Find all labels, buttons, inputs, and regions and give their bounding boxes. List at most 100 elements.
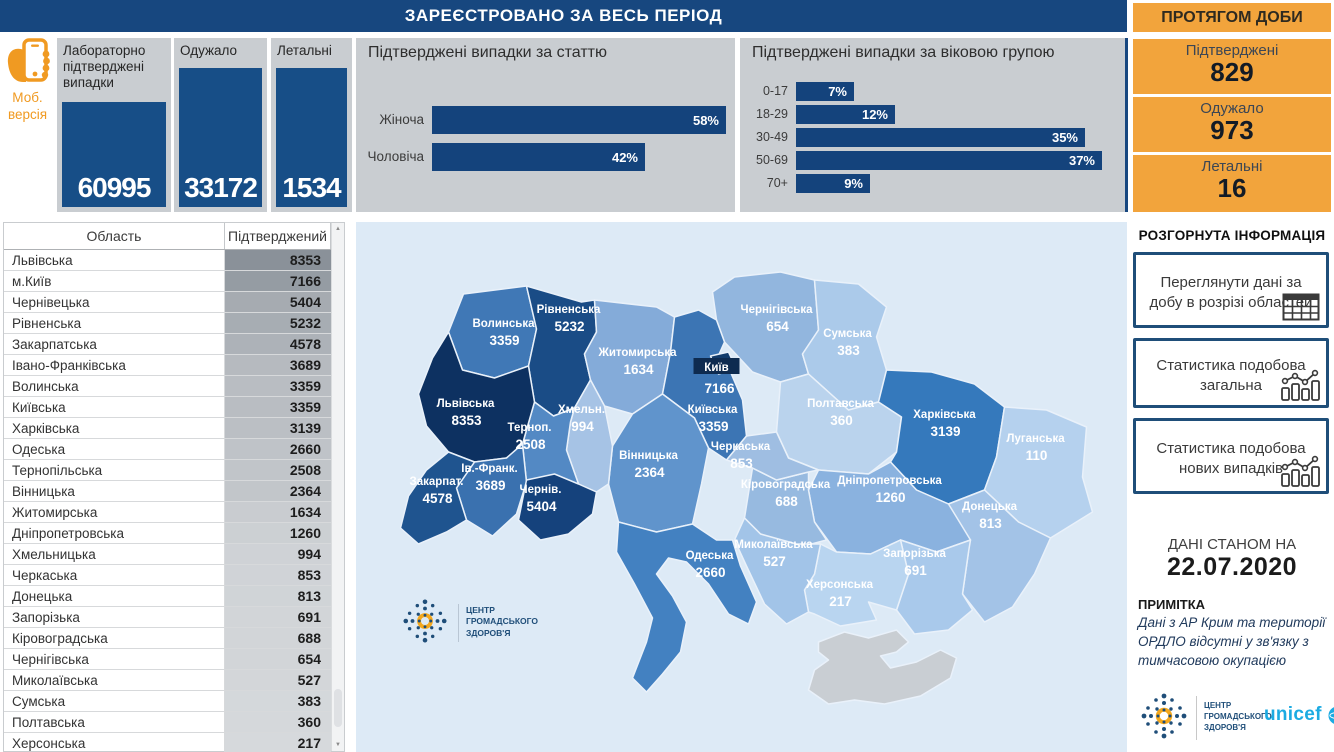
table-row[interactable]: Миколаївська 527 bbox=[4, 670, 344, 691]
table-row[interactable]: Полтавська 360 bbox=[4, 712, 344, 733]
table-cell-value: 217 bbox=[225, 733, 331, 752]
table-row[interactable]: Львівська 8353 bbox=[4, 250, 344, 271]
table-row[interactable]: м.Київ 7166 bbox=[4, 271, 344, 292]
table-row[interactable]: Вінницька 2364 bbox=[4, 481, 344, 502]
table-cell-region: Чернівецька bbox=[4, 292, 225, 312]
table-row[interactable]: Херсонська 217 bbox=[4, 733, 344, 752]
table-row[interactable]: Донецька 813 bbox=[4, 586, 344, 607]
daily-card-1: Одужало 973 bbox=[1133, 97, 1331, 152]
table-row[interactable]: Житомирська 1634 bbox=[4, 502, 344, 523]
table-cell-value: 2508 bbox=[225, 460, 331, 480]
table-cell-region: Вінницька bbox=[4, 481, 225, 501]
total-card-value-box: 1534 bbox=[276, 68, 347, 207]
age-bar-30-49[interactable]: 35% bbox=[796, 128, 1085, 147]
table-cell-value: 1634 bbox=[225, 502, 331, 522]
age-bar-0-17[interactable]: 7% bbox=[796, 82, 854, 101]
table-cell-value: 688 bbox=[225, 628, 331, 648]
table-row[interactable]: Черкаська 853 bbox=[4, 565, 344, 586]
total-card-0: Лабораторно підтверджені випадки 60995 bbox=[57, 38, 171, 212]
phc-logo-icon bbox=[1138, 693, 1190, 746]
map-logo-divider bbox=[458, 604, 459, 642]
bar-row-70+: 70+ 9% bbox=[740, 174, 1125, 193]
age-bar-70+[interactable]: 9% bbox=[796, 174, 870, 193]
mobile-version-label: Моб. версія bbox=[7, 90, 48, 122]
table-cell-value: 654 bbox=[225, 649, 331, 669]
bar-value-label: 9% bbox=[844, 176, 863, 191]
map-region-poltava[interactable] bbox=[775, 373, 903, 475]
table-row[interactable]: Івано-Франківська 3689 bbox=[4, 355, 344, 376]
table-scrollbar[interactable]: ▲ ▼ bbox=[331, 223, 344, 751]
table-icon bbox=[1282, 293, 1320, 321]
map-region-luhansk[interactable] bbox=[983, 406, 1094, 539]
table-row[interactable]: Одеська 2660 bbox=[4, 439, 344, 460]
map-region-crimea-no-data bbox=[807, 629, 958, 705]
bar-category-label: Чоловіча bbox=[367, 149, 424, 164]
phc-logo-text: ЦЕНТР ГРОМАДСЬКОГО ЗДОРОВ'Я bbox=[1204, 701, 1272, 732]
table-row[interactable]: Київська 3359 bbox=[4, 397, 344, 418]
mobile-phone-icon bbox=[7, 38, 50, 82]
daily-stats-new-cases-button[interactable]: Статистика подобова нових випадків bbox=[1133, 418, 1329, 494]
table-cell-region: Запорізька bbox=[4, 607, 225, 627]
table-cell-value: 1260 bbox=[225, 523, 331, 543]
table-cell-region: Полтавська bbox=[4, 712, 225, 732]
map-region-mykolaiv[interactable] bbox=[733, 517, 822, 625]
table-header-row: Область Підтверджений bbox=[4, 223, 344, 250]
table-row[interactable]: Тернопільська 2508 bbox=[4, 460, 344, 481]
table-cell-region: Дніпропетровська bbox=[4, 523, 225, 543]
table-cell-value: 3359 bbox=[225, 397, 331, 417]
map-region-kherson[interactable] bbox=[803, 539, 910, 627]
column-header-region[interactable]: Область bbox=[4, 223, 225, 249]
table-row[interactable]: Дніпропетровська 1260 bbox=[4, 523, 344, 544]
table-row[interactable]: Закарпатська 4578 bbox=[4, 334, 344, 355]
table-cell-region: Івано-Франківська bbox=[4, 355, 225, 375]
phc-map-logo: ЦЕНТР ГРОМАДСЬКОГО ЗДОРОВ'Я bbox=[398, 596, 608, 652]
table-row[interactable]: Запорізька 691 bbox=[4, 607, 344, 628]
table-cell-region: Миколаївська bbox=[4, 670, 225, 690]
scroll-up-arrow[interactable]: ▲ bbox=[335, 226, 341, 232]
daily-stats-total-button[interactable]: Статистика подобова загальна bbox=[1133, 338, 1329, 408]
gender-bar-Жіноча[interactable]: 58% bbox=[432, 106, 726, 134]
table-row[interactable]: Кіровоградська 688 bbox=[4, 628, 344, 649]
view-daily-by-region-button[interactable]: Переглянути дані за добу в розрізі облас… bbox=[1133, 252, 1329, 328]
daily-card-label: Підтверджені bbox=[1185, 42, 1279, 59]
bar-row-18-29: 18-29 12% bbox=[740, 105, 1125, 124]
table-cell-region: Хмельницька bbox=[4, 544, 225, 564]
map-region-zaporizhzhia[interactable] bbox=[895, 539, 974, 635]
map-region-odesa[interactable] bbox=[615, 521, 758, 693]
gender-bar-Чоловіча[interactable]: 42% bbox=[432, 143, 645, 171]
total-card-value-box: 60995 bbox=[62, 102, 166, 207]
bar-value-label: 58% bbox=[692, 112, 719, 128]
table-row[interactable]: Сумська 383 bbox=[4, 691, 344, 712]
total-card-value: 33172 bbox=[184, 172, 258, 203]
table-row[interactable]: Чернівецька 5404 bbox=[4, 292, 344, 313]
table-row[interactable]: Волинська 3359 bbox=[4, 376, 344, 397]
table-cell-value: 3139 bbox=[225, 418, 331, 438]
table-row[interactable]: Харківська 3139 bbox=[4, 418, 344, 439]
bar-category-label: 30-49 bbox=[756, 130, 788, 144]
unicef-globe-icon bbox=[1328, 706, 1334, 724]
daily-card-2: Летальні 16 bbox=[1133, 155, 1331, 212]
age-bar-18-29[interactable]: 12% bbox=[796, 105, 895, 124]
age-bar-50-69[interactable]: 37% bbox=[796, 151, 1102, 170]
table-row[interactable]: Чернігівська 654 bbox=[4, 649, 344, 670]
table-cell-region: Волинська bbox=[4, 376, 225, 396]
table-row[interactable]: Рівненська 5232 bbox=[4, 313, 344, 334]
table-cell-region: Черкаська bbox=[4, 565, 225, 585]
logo-divider bbox=[1196, 696, 1197, 740]
map-region-cherkasy[interactable] bbox=[725, 431, 820, 481]
table-row[interactable]: Хмельницька 994 bbox=[4, 544, 344, 565]
column-header-confirmed[interactable]: Підтверджений bbox=[225, 223, 331, 249]
map-region-chernivtsi[interactable] bbox=[517, 473, 598, 541]
mobile-version-link[interactable]: Моб. версія bbox=[0, 38, 55, 212]
bar-value-label: 37% bbox=[1068, 153, 1095, 168]
map-region-volyn[interactable] bbox=[447, 285, 538, 379]
table-cell-region: Чернігівська bbox=[4, 649, 225, 669]
scroll-thumb[interactable] bbox=[334, 689, 342, 727]
age-chart-title: Підтверджені випадки за віковою групою bbox=[752, 44, 1055, 61]
map-region-zakarpattia[interactable] bbox=[399, 451, 476, 545]
bar-row-Чоловіча: Чоловіча 42% bbox=[356, 143, 735, 171]
footer-logos: ЦЕНТР ГРОМАДСЬКОГО ЗДОРОВ'Я unicef bbox=[1138, 690, 1334, 748]
total-card-label: Одужало bbox=[180, 43, 238, 58]
scroll-down-arrow[interactable]: ▼ bbox=[335, 742, 341, 748]
table-cell-value: 360 bbox=[225, 712, 331, 732]
